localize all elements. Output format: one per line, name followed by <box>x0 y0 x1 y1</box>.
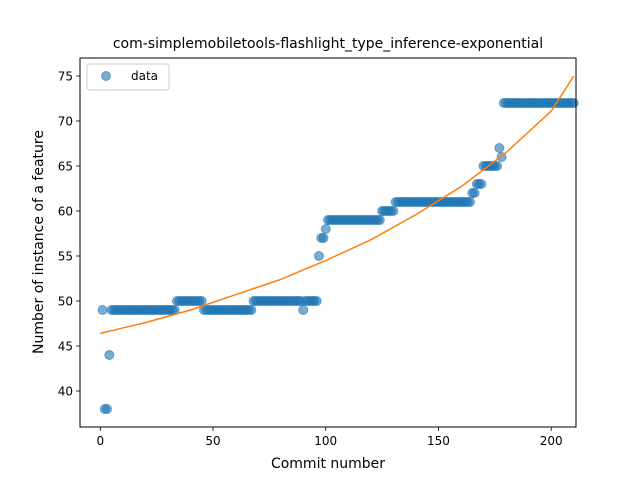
x-axis-label: Commit number <box>271 456 385 472</box>
legend-label: data <box>131 69 158 83</box>
legend: data <box>86 63 170 91</box>
data-point <box>320 224 331 234</box>
data-point <box>492 161 503 171</box>
y-axis-label: Number of instance of a feature <box>31 130 47 354</box>
chart-title: com-simplemobiletools-flashlight_type_in… <box>113 36 543 52</box>
x-tick-label: 200 <box>540 434 563 448</box>
y-tick-label: 75 <box>58 70 73 84</box>
x-tick-label: 50 <box>205 434 220 448</box>
data-point <box>298 305 309 315</box>
data-point <box>469 188 480 198</box>
axis-ticks: 0 50 100 150 200 40 45 50 55 60 65 70 75 <box>58 70 563 449</box>
x-tick-label: 100 <box>314 434 337 448</box>
y-tick-label: 50 <box>58 295 73 309</box>
x-tick-label: 150 <box>427 434 450 448</box>
data-point <box>494 143 505 153</box>
legend-marker <box>101 71 111 81</box>
data-point <box>196 296 207 306</box>
data-point <box>465 197 476 207</box>
y-tick-label: 40 <box>58 385 73 399</box>
y-tick-label: 55 <box>58 250 73 264</box>
data-point <box>568 98 579 108</box>
data-point <box>318 233 329 243</box>
y-tick-label: 60 <box>58 205 73 219</box>
axes-frame <box>79 57 577 428</box>
data-point <box>97 305 108 315</box>
y-tick-label: 65 <box>58 160 73 174</box>
data-point <box>102 404 113 414</box>
y-tick-label: 70 <box>58 115 73 129</box>
y-tick-label: 45 <box>58 340 73 354</box>
legend-box <box>86 63 170 91</box>
fit-line <box>100 75 575 335</box>
data-point <box>374 215 385 225</box>
data-point <box>104 350 115 360</box>
data-point <box>246 305 257 315</box>
plot-area <box>97 75 579 414</box>
data-point <box>313 251 324 261</box>
data-point <box>476 179 487 189</box>
data-point <box>388 206 399 216</box>
data-point <box>311 296 322 306</box>
x-tick-label: 0 <box>96 434 104 448</box>
